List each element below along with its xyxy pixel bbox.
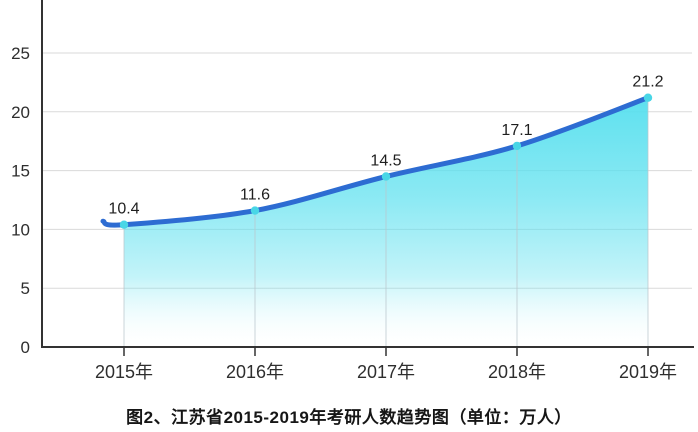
data-value-label: 10.4	[108, 201, 139, 218]
data-value-label: 17.1	[501, 122, 532, 139]
data-value-label: 21.2	[632, 74, 663, 91]
x-axis-tick-label: 2015年	[95, 362, 153, 382]
x-axis-tick-label: 2016年	[226, 362, 284, 382]
chart-title: 图2、江苏省2015-2019年考研人数趋势图（单位：万人）	[126, 408, 572, 427]
y-axis-tick-label: 10	[11, 220, 30, 239]
y-axis-tick-label: 15	[11, 162, 30, 181]
trend-chart-plot: 10.4 11.6 14.5 17.1 21.2 0 5 10 15 20 25 2015年 2016年…	[11, 0, 694, 382]
data-point-marker	[512, 141, 522, 151]
x-axis-tick-label: 2018年	[488, 362, 546, 382]
data-point-marker	[381, 172, 391, 181]
data-value-label: 14.5	[370, 152, 401, 169]
y-axis-tick-label: 25	[11, 44, 30, 63]
x-axis-tick-label: 2017年	[357, 362, 415, 382]
y-axis-tick-label: 0	[21, 338, 30, 357]
y-axis-tick-label: 5	[21, 279, 30, 298]
data-point-marker	[119, 220, 129, 229]
data-value-label: 11.6	[240, 187, 270, 204]
x-axis-tick-label: 2019年	[619, 362, 677, 382]
data-point-marker	[643, 93, 653, 102]
data-point-marker	[250, 206, 260, 215]
y-axis-tick-label: 20	[11, 103, 30, 122]
